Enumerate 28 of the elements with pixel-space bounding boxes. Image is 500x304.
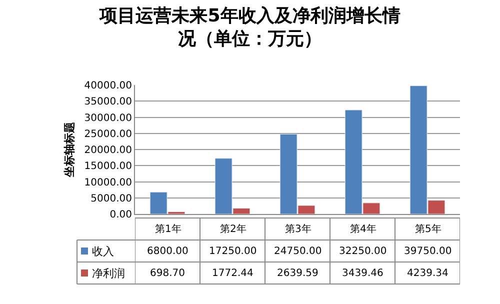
data-label: 2639.59 — [277, 268, 318, 279]
x-tick-label: 第3年 — [285, 223, 312, 235]
data-label: 32250.00 — [339, 246, 387, 257]
y-tick-label: 25000.00 — [84, 128, 132, 140]
y-tick-label: 10000.00 — [84, 177, 132, 188]
data-label: 24750.00 — [274, 246, 322, 257]
data-label: 3439.46 — [342, 268, 384, 279]
y-tick-label: 20000.00 — [84, 145, 132, 156]
x-tick-label: 第2年 — [220, 223, 246, 235]
data-label: 4239.34 — [407, 268, 448, 279]
data-label: 6800.00 — [147, 246, 188, 257]
y-tick-label: 30000.00 — [84, 112, 132, 124]
data-label: 39750.00 — [404, 246, 452, 257]
y-tick-label: 15000.00 — [84, 161, 132, 172]
y-tick-label: 40000.00 — [84, 80, 132, 92]
legend-label: 收入 — [92, 245, 114, 258]
x-tick-label: 第4年 — [350, 223, 376, 235]
chart-title: 项目运营未来5年收入及净利润增长情况（单位：万元） — [98, 5, 400, 50]
data-label: 698.70 — [150, 268, 185, 279]
legend-label: 净利润 — [92, 267, 125, 280]
data-label: 17250.00 — [209, 246, 257, 257]
y-tick-label: 5000.00 — [90, 193, 132, 204]
data-label: 1772.44 — [212, 268, 254, 279]
y-tick-label: 35000.00 — [84, 96, 132, 108]
y-tick-label: 0.00 — [110, 210, 132, 220]
y-axis-title: 坐标轴标题 — [62, 122, 76, 178]
x-tick-label: 第5年 — [415, 223, 442, 235]
x-tick-label: 第1年 — [155, 223, 182, 235]
